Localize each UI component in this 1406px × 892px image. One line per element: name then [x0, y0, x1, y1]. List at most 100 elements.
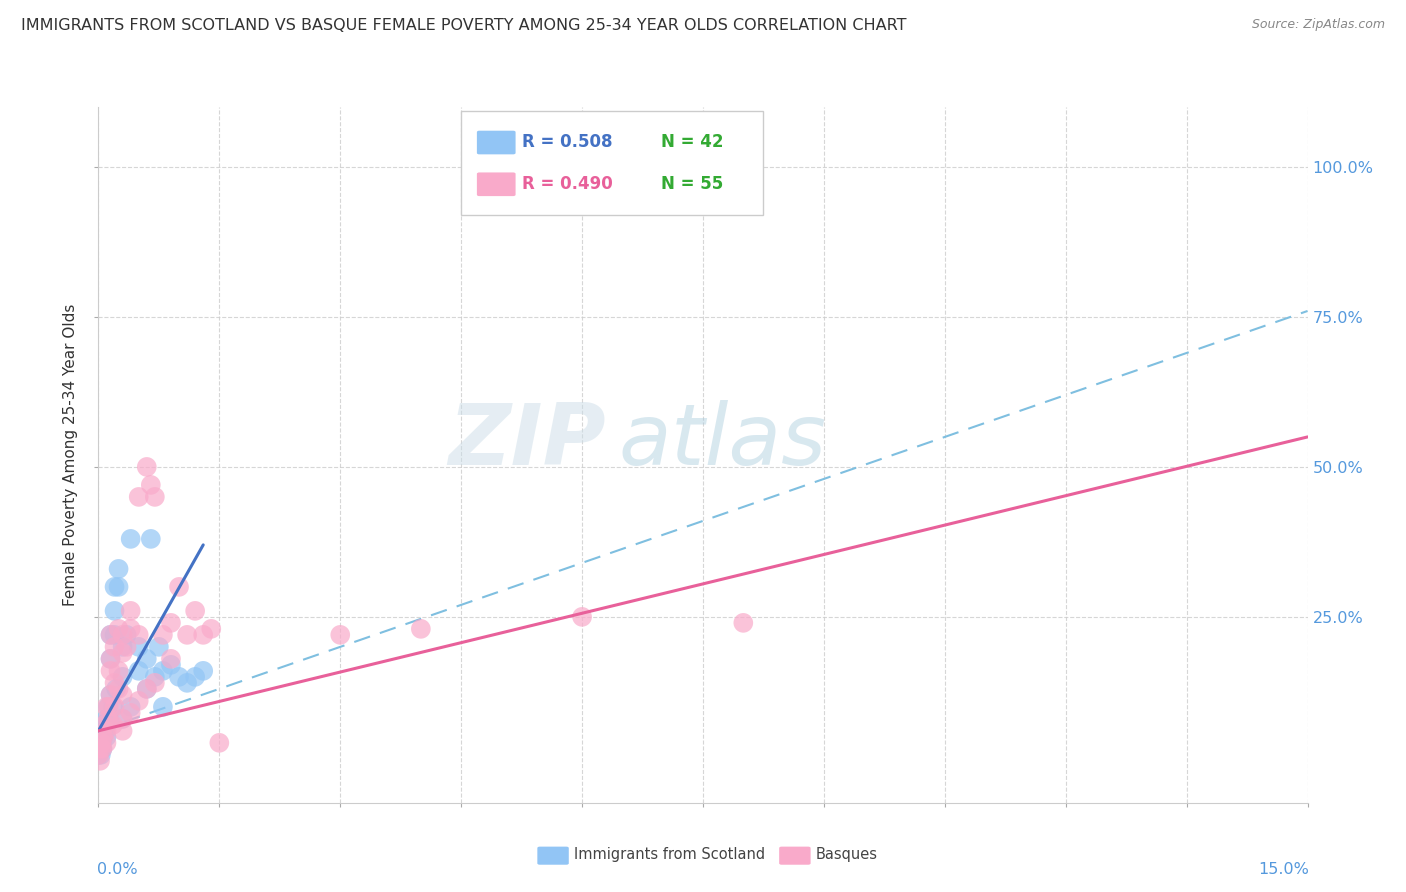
Point: [111, 640, 134, 654]
Point: [91, 741, 114, 756]
Point: [128, 628, 150, 642]
Text: R = 0.508: R = 0.508: [522, 133, 612, 151]
Point: [329, 628, 352, 642]
Point: [143, 670, 166, 684]
Point: [193, 628, 215, 642]
Point: [111, 712, 134, 726]
Point: [87, 736, 110, 750]
Text: N = 42: N = 42: [661, 133, 723, 151]
Point: [97, 699, 120, 714]
Point: [100, 688, 122, 702]
Point: [107, 664, 129, 678]
Point: [96, 736, 118, 750]
Point: [97, 712, 120, 726]
Point: [193, 664, 215, 678]
Point: [100, 688, 122, 702]
Point: [128, 694, 150, 708]
Text: Basques: Basques: [815, 847, 877, 863]
Point: [94, 723, 117, 738]
Text: Immigrants from Scotland: Immigrants from Scotland: [574, 847, 765, 863]
Point: [91, 730, 114, 744]
Point: [100, 652, 122, 666]
FancyBboxPatch shape: [477, 131, 516, 154]
Point: [135, 681, 157, 696]
Text: ZIP: ZIP: [449, 400, 606, 483]
Point: [100, 628, 122, 642]
Point: [97, 712, 120, 726]
Point: [128, 664, 150, 678]
FancyBboxPatch shape: [779, 847, 811, 864]
Point: [176, 676, 198, 690]
Text: R = 0.490: R = 0.490: [522, 175, 613, 193]
Text: 0.0%: 0.0%: [97, 862, 138, 877]
Point: [107, 562, 129, 576]
Point: [184, 670, 207, 684]
Point: [101, 699, 124, 714]
Point: [100, 628, 122, 642]
Point: [111, 670, 134, 684]
Point: [111, 723, 134, 738]
Point: [167, 580, 190, 594]
Point: [143, 676, 166, 690]
Point: [103, 699, 125, 714]
Point: [87, 747, 110, 762]
FancyBboxPatch shape: [477, 172, 516, 196]
Point: [96, 730, 118, 744]
Point: [94, 718, 117, 732]
Point: [100, 664, 122, 678]
Point: [200, 622, 222, 636]
Point: [160, 652, 183, 666]
Point: [152, 699, 174, 714]
Point: [152, 664, 174, 678]
Point: [120, 532, 142, 546]
Point: [97, 699, 120, 714]
Point: [87, 747, 110, 762]
Point: [120, 706, 142, 720]
Point: [139, 478, 162, 492]
Point: [91, 730, 114, 744]
Point: [89, 754, 111, 768]
Point: [111, 646, 134, 660]
Point: [111, 688, 134, 702]
Point: [101, 718, 124, 732]
Point: [105, 681, 128, 696]
Point: [96, 712, 118, 726]
Point: [128, 640, 150, 654]
Text: atlas: atlas: [619, 400, 827, 483]
Point: [90, 741, 112, 756]
Point: [120, 699, 142, 714]
Point: [111, 628, 134, 642]
Point: [208, 736, 231, 750]
Point: [120, 622, 142, 636]
Text: IMMIGRANTS FROM SCOTLAND VS BASQUE FEMALE POVERTY AMONG 25-34 YEAR OLDS CORRELAT: IMMIGRANTS FROM SCOTLAND VS BASQUE FEMAL…: [21, 18, 907, 33]
Point: [91, 741, 114, 756]
Point: [135, 459, 157, 474]
Point: [612, 160, 634, 174]
Point: [143, 490, 166, 504]
FancyBboxPatch shape: [537, 847, 569, 864]
Point: [176, 628, 198, 642]
Y-axis label: Female Poverty Among 25-34 Year Olds: Female Poverty Among 25-34 Year Olds: [63, 304, 79, 606]
Point: [152, 628, 174, 642]
Point: [96, 723, 118, 738]
Point: [103, 604, 125, 618]
Point: [107, 681, 129, 696]
Point: [733, 615, 755, 630]
Point: [167, 670, 190, 684]
Text: 15.0%: 15.0%: [1258, 862, 1309, 877]
Point: [103, 676, 125, 690]
Point: [103, 640, 125, 654]
Point: [103, 580, 125, 594]
Point: [184, 604, 207, 618]
FancyBboxPatch shape: [461, 111, 763, 215]
Point: [90, 747, 112, 762]
Point: [160, 657, 183, 672]
Point: [103, 628, 125, 642]
Point: [90, 736, 112, 750]
Point: [135, 652, 157, 666]
Point: [120, 604, 142, 618]
Point: [107, 622, 129, 636]
Text: N = 55: N = 55: [661, 175, 723, 193]
Point: [148, 640, 170, 654]
Point: [107, 580, 129, 594]
